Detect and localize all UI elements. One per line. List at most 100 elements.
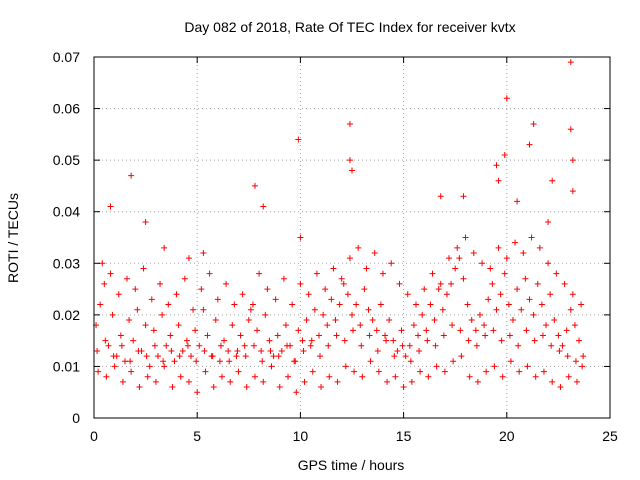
data-point bbox=[340, 280, 347, 287]
data-point bbox=[110, 353, 117, 360]
data-point bbox=[231, 301, 238, 308]
data-point bbox=[440, 332, 447, 339]
data-point bbox=[536, 244, 543, 251]
data-point bbox=[320, 311, 327, 318]
data-point bbox=[201, 347, 208, 354]
data-point bbox=[410, 322, 417, 329]
x-tick-labels: 0 5 10 15 20 25 bbox=[90, 428, 618, 444]
data-point bbox=[175, 322, 182, 329]
data-point bbox=[179, 347, 186, 354]
data-point bbox=[148, 296, 155, 303]
data-point bbox=[258, 347, 265, 354]
data-point bbox=[126, 317, 133, 324]
y-tick-label: 0 bbox=[72, 410, 80, 426]
data-point bbox=[204, 332, 211, 339]
data-point bbox=[576, 337, 583, 344]
data-point bbox=[398, 327, 405, 334]
data-point bbox=[474, 378, 481, 385]
data-point bbox=[241, 342, 248, 349]
data-point bbox=[415, 332, 422, 339]
data-point bbox=[350, 327, 357, 334]
data-point bbox=[427, 301, 434, 308]
data-point bbox=[567, 306, 574, 313]
data-point bbox=[573, 378, 580, 385]
data-point bbox=[115, 291, 122, 298]
y-tick-label: 0.01 bbox=[53, 358, 80, 374]
data-point bbox=[545, 219, 552, 226]
data-point bbox=[185, 255, 192, 262]
data-point bbox=[522, 275, 529, 282]
data-point bbox=[489, 280, 496, 287]
data-point bbox=[101, 280, 108, 287]
data-point bbox=[383, 337, 390, 344]
data-point bbox=[260, 378, 267, 385]
data-point bbox=[507, 358, 514, 365]
data-point bbox=[342, 363, 349, 370]
data-point bbox=[324, 322, 331, 329]
data-point bbox=[483, 368, 490, 375]
data-point bbox=[234, 347, 241, 354]
data-point bbox=[388, 260, 395, 267]
data-point bbox=[491, 363, 498, 370]
data-point bbox=[473, 342, 480, 349]
data-point bbox=[169, 384, 176, 391]
data-point bbox=[462, 234, 469, 241]
data-point bbox=[365, 306, 372, 313]
data-point bbox=[311, 306, 318, 313]
data-point bbox=[334, 378, 341, 385]
data-point bbox=[429, 270, 436, 277]
data-point bbox=[99, 260, 106, 267]
data-point bbox=[572, 358, 579, 365]
data-point bbox=[358, 342, 365, 349]
data-point bbox=[346, 121, 353, 128]
data-point bbox=[194, 389, 201, 396]
data-point bbox=[481, 322, 488, 329]
data-point bbox=[367, 358, 374, 365]
data-point bbox=[439, 306, 446, 313]
data-point bbox=[355, 244, 362, 251]
x-tick-label: 0 bbox=[90, 428, 98, 444]
data-point bbox=[449, 322, 456, 329]
data-point bbox=[341, 337, 348, 344]
data-point bbox=[456, 255, 463, 262]
data-point bbox=[457, 327, 464, 334]
data-point bbox=[146, 363, 153, 370]
data-point bbox=[124, 275, 131, 282]
data-point bbox=[266, 337, 273, 344]
data-point bbox=[579, 363, 586, 370]
data-point bbox=[431, 317, 438, 324]
data-point bbox=[313, 270, 320, 277]
data-point bbox=[472, 327, 479, 334]
data-point bbox=[392, 373, 399, 380]
data-point bbox=[285, 373, 292, 380]
data-point bbox=[233, 353, 240, 360]
data-point bbox=[551, 317, 558, 324]
data-point bbox=[192, 327, 199, 334]
data-point bbox=[539, 332, 546, 339]
data-point bbox=[221, 337, 228, 344]
data-point bbox=[446, 255, 453, 262]
data-point bbox=[374, 347, 381, 354]
data-point bbox=[315, 332, 322, 339]
data-point bbox=[516, 368, 523, 375]
data-point bbox=[333, 332, 340, 339]
data-point bbox=[512, 239, 519, 246]
data-point bbox=[303, 317, 310, 324]
data-point bbox=[547, 291, 554, 298]
data-point bbox=[369, 317, 376, 324]
data-point bbox=[580, 353, 587, 360]
data-point bbox=[523, 327, 530, 334]
data-point bbox=[278, 347, 285, 354]
x-tick-label: 20 bbox=[499, 428, 515, 444]
data-point bbox=[301, 378, 308, 385]
data-point bbox=[448, 280, 455, 287]
data-point bbox=[549, 378, 556, 385]
data-point bbox=[260, 203, 267, 210]
data-point bbox=[322, 286, 329, 293]
data-point bbox=[497, 291, 504, 298]
data-point bbox=[305, 291, 312, 298]
data-point bbox=[443, 291, 450, 298]
data-point bbox=[209, 353, 216, 360]
data-point bbox=[235, 368, 242, 375]
y-tick-label: 0.06 bbox=[53, 101, 80, 117]
